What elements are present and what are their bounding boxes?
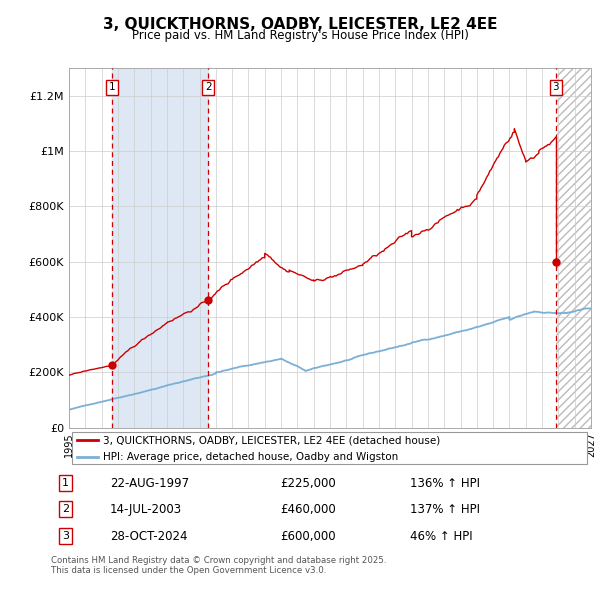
Text: 137% ↑ HPI: 137% ↑ HPI (410, 503, 480, 516)
Text: 1: 1 (62, 478, 70, 488)
Text: Price paid vs. HM Land Registry's House Price Index (HPI): Price paid vs. HM Land Registry's House … (131, 30, 469, 42)
Text: £460,000: £460,000 (280, 503, 336, 516)
Text: 136% ↑ HPI: 136% ↑ HPI (410, 477, 480, 490)
Text: 2: 2 (62, 504, 70, 514)
Text: 2: 2 (205, 82, 211, 92)
Text: HPI: Average price, detached house, Oadby and Wigston: HPI: Average price, detached house, Oadb… (103, 451, 398, 461)
FancyBboxPatch shape (71, 432, 587, 464)
Text: 3, QUICKTHORNS, OADBY, LEICESTER, LE2 4EE: 3, QUICKTHORNS, OADBY, LEICESTER, LE2 4E… (103, 17, 497, 31)
Text: £600,000: £600,000 (280, 530, 336, 543)
Text: 3: 3 (552, 82, 559, 92)
Bar (556, 68, 591, 428)
Text: 1: 1 (109, 82, 115, 92)
Text: 3: 3 (62, 531, 70, 541)
Bar (112, 68, 208, 428)
Text: 3, QUICKTHORNS, OADBY, LEICESTER, LE2 4EE (detached house): 3, QUICKTHORNS, OADBY, LEICESTER, LE2 4E… (103, 435, 440, 445)
Bar (556, 68, 591, 428)
Text: 22-AUG-1997: 22-AUG-1997 (110, 477, 189, 490)
Text: Contains HM Land Registry data © Crown copyright and database right 2025.
This d: Contains HM Land Registry data © Crown c… (51, 556, 386, 575)
Text: 28-OCT-2024: 28-OCT-2024 (110, 530, 188, 543)
Text: 14-JUL-2003: 14-JUL-2003 (110, 503, 182, 516)
Text: £225,000: £225,000 (280, 477, 336, 490)
Text: 46% ↑ HPI: 46% ↑ HPI (410, 530, 472, 543)
